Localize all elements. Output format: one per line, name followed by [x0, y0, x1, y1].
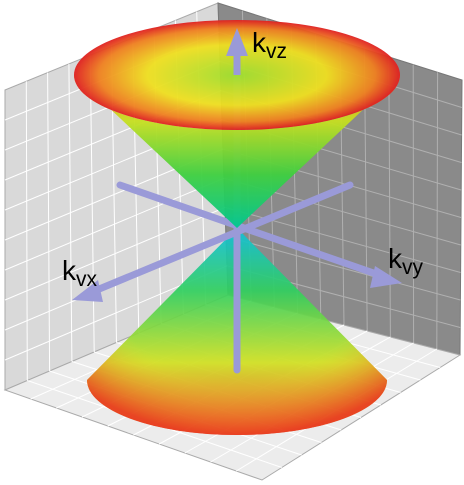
z-label-base: k [252, 27, 267, 58]
y-axis [116, 181, 386, 280]
upper-cone-side [74, 75, 400, 228]
z-label-sub: vz [266, 40, 287, 63]
z-arrow-top [226, 28, 248, 56]
x-axis [88, 181, 354, 296]
grid-line [4, 177, 225, 271]
grid-line [436, 72, 439, 350]
x-label-base: k [62, 255, 77, 286]
x-arrow [72, 280, 103, 302]
grid-line [4, 206, 226, 301]
x-label: kvx [62, 255, 98, 291]
x-label-sub: vx [76, 268, 98, 291]
y-arrow [370, 266, 402, 288]
z-label: kvz [252, 27, 287, 63]
y-label-base: k [388, 243, 403, 274]
y-label: kvy [388, 243, 424, 279]
grid-line [388, 56, 391, 338]
grid-line [225, 236, 461, 301]
y-label-sub: vy [402, 256, 424, 279]
